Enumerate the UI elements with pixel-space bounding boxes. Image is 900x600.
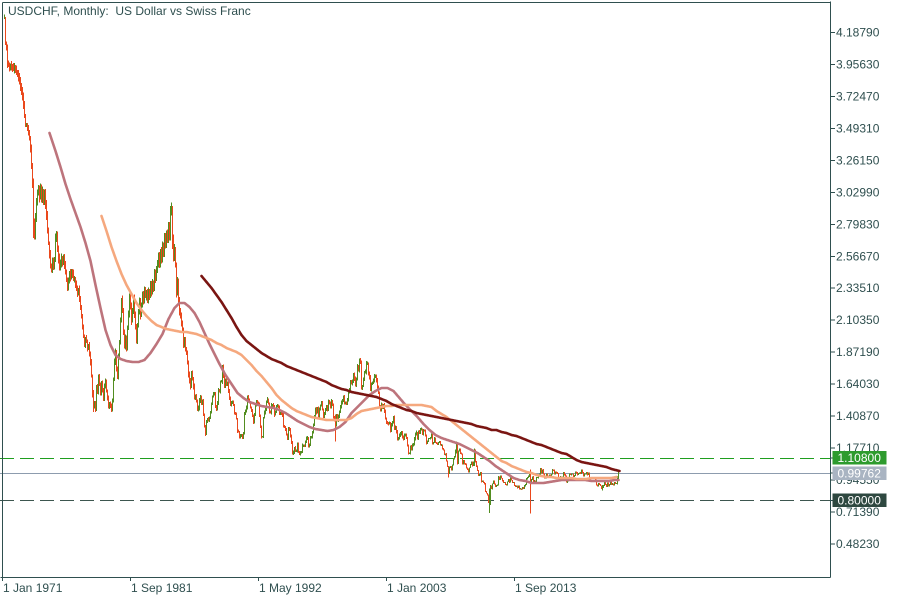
svg-text:3.02990: 3.02990 — [836, 185, 880, 199]
svg-text:2.79830: 2.79830 — [836, 217, 880, 231]
svg-text:2.56670: 2.56670 — [836, 249, 880, 263]
svg-text:3.26150: 3.26150 — [836, 153, 880, 167]
svg-text:1 May 1992: 1 May 1992 — [259, 581, 322, 595]
svg-text:3.95630: 3.95630 — [836, 57, 880, 71]
svg-text:1.87190: 1.87190 — [836, 345, 880, 359]
svg-text:4.18790: 4.18790 — [836, 25, 880, 39]
svg-text:0.48230: 0.48230 — [836, 537, 880, 551]
svg-text:1 Jan 1971: 1 Jan 1971 — [3, 581, 63, 595]
svg-text:0.80000: 0.80000 — [838, 494, 882, 508]
svg-text:2.10350: 2.10350 — [836, 313, 880, 327]
svg-text:1.64030: 1.64030 — [836, 377, 880, 391]
svg-text:1 Sep 2013: 1 Sep 2013 — [515, 581, 577, 595]
svg-text:3.49310: 3.49310 — [836, 121, 880, 135]
svg-text:1 Sep 1981: 1 Sep 1981 — [131, 581, 193, 595]
svg-text:0.71390: 0.71390 — [836, 505, 880, 519]
svg-text:2.33510: 2.33510 — [836, 281, 880, 295]
svg-text:1.10800: 1.10800 — [838, 451, 882, 465]
svg-text:0.99762: 0.99762 — [838, 466, 882, 480]
svg-text:1.40870: 1.40870 — [836, 409, 880, 423]
svg-text:3.72470: 3.72470 — [836, 89, 880, 103]
svg-text:1 Jan 2003: 1 Jan 2003 — [387, 581, 447, 595]
